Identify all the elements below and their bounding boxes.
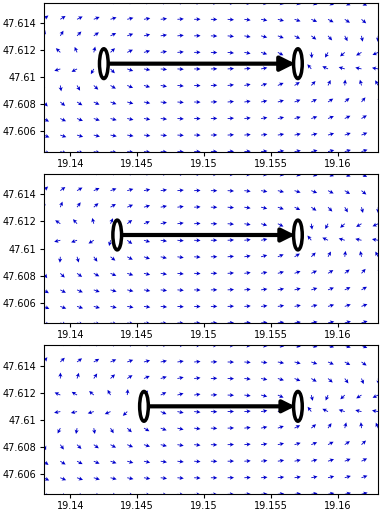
- Ellipse shape: [139, 392, 148, 421]
- Ellipse shape: [294, 220, 302, 250]
- Ellipse shape: [294, 49, 302, 79]
- Ellipse shape: [99, 49, 108, 79]
- Ellipse shape: [113, 220, 122, 250]
- Ellipse shape: [294, 392, 302, 421]
